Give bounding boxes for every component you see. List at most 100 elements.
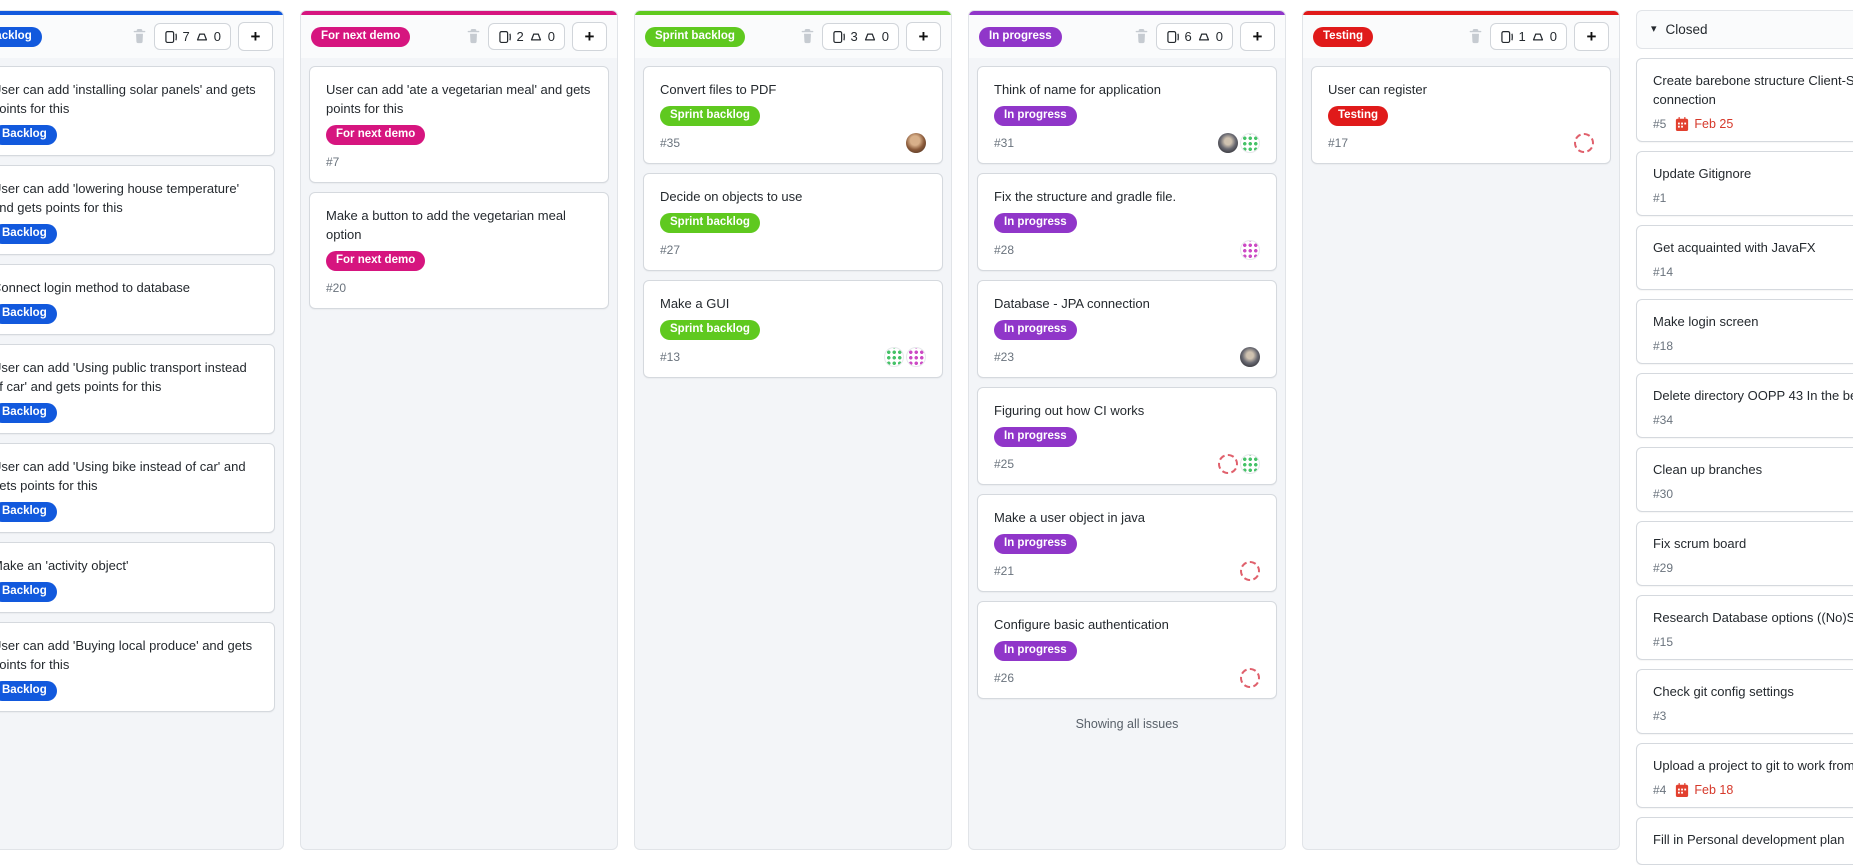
- card-label: In progress: [994, 534, 1077, 554]
- issue-card[interactable]: User can add 'Buying local produce' and …: [0, 622, 275, 712]
- due-date: Feb 25: [1675, 116, 1733, 131]
- card-meta: #14: [1653, 263, 1853, 280]
- issue-card[interactable]: Fix the structure and gradle file. In pr…: [977, 173, 1277, 271]
- trash-icon[interactable]: [1468, 29, 1483, 44]
- issue-number: #29: [1653, 560, 1674, 575]
- issue-number: #26: [994, 671, 1015, 685]
- loading-avatar-icon: [1240, 668, 1260, 688]
- column-accent-bar: [0, 11, 283, 15]
- card-meta: #15: [1653, 633, 1853, 650]
- issue-card[interactable]: User can add 'installing solar panels' a…: [0, 66, 275, 156]
- card-title: User can add 'lowering house temperature…: [0, 181, 240, 215]
- issue-card[interactable]: Decide on objects to use Sprint backlog …: [643, 173, 943, 271]
- closed-issue-card[interactable]: Fill in Personal development plan: [1636, 817, 1853, 865]
- issue-card[interactable]: User can add 'Using public transport ins…: [0, 344, 275, 434]
- card-meta: #23: [994, 347, 1260, 367]
- card-title: Update Gitignore: [1653, 166, 1752, 181]
- issue-number: #23: [994, 350, 1015, 364]
- showing-all-issues-text: Showing all issues: [1075, 717, 1179, 731]
- column-label: In progress: [979, 26, 1062, 47]
- card-label: Sprint backlog: [660, 213, 760, 233]
- issue-card[interactable]: Make a button to add the vegetarian meal…: [309, 192, 609, 309]
- add-card-button[interactable]: +: [238, 22, 273, 51]
- card-title: Think of name for application: [994, 82, 1161, 97]
- issue-count-icon: [164, 30, 177, 43]
- column-header: Backlog 7 0 +: [0, 15, 283, 58]
- closed-issue-card[interactable]: Check git config settings #3: [1636, 669, 1853, 734]
- issue-card[interactable]: Database - JPA connection In progress #2…: [977, 280, 1277, 378]
- assignee-avatars: [904, 133, 926, 153]
- issue-card[interactable]: Make a GUI Sprint backlog #13: [643, 280, 943, 378]
- column-body: User can add 'installing solar panels' a…: [0, 58, 283, 720]
- add-card-button[interactable]: +: [906, 22, 941, 51]
- issue-card[interactable]: Make a user object in java In progress #…: [977, 494, 1277, 592]
- closed-issue-card[interactable]: Create barebone structure Client-Server …: [1636, 58, 1853, 142]
- issue-number: #13: [660, 350, 681, 364]
- card-title: Make login screen: [1653, 314, 1759, 329]
- user-avatar: [906, 347, 926, 367]
- trash-icon[interactable]: [800, 29, 815, 44]
- closed-issue-card[interactable]: Upload a project to git to work from #4 …: [1636, 743, 1853, 808]
- trash-icon[interactable]: [1134, 29, 1149, 44]
- card-meta: #4 Feb 18: [1653, 781, 1853, 798]
- card-meta: #34: [1653, 411, 1853, 428]
- column-header: For next demo 2 0 +: [301, 15, 617, 58]
- assignee-avatars: [1238, 561, 1260, 581]
- column-counters: 3 0: [821, 23, 899, 50]
- column-body: Convert files to PDF Sprint backlog #35 …: [635, 58, 951, 386]
- closed-issue-card[interactable]: Fix scrum board #29: [1636, 521, 1853, 586]
- card-label: In progress: [994, 106, 1077, 126]
- closed-issue-card[interactable]: Delete directory OOPP 43 In the beginnin…: [1636, 373, 1853, 438]
- closed-column-header[interactable]: ▾ Closed: [1636, 10, 1853, 49]
- card-title: User can add 'Buying local produce' and …: [0, 638, 253, 672]
- assignee-avatars: [1572, 133, 1594, 153]
- due-date: Feb 18: [1675, 782, 1733, 797]
- user-avatar: [906, 133, 926, 153]
- closed-issue-card[interactable]: Update Gitignore #1: [1636, 151, 1853, 216]
- add-card-button[interactable]: +: [1574, 22, 1609, 51]
- issue-card[interactable]: Make an 'activity object' Backlog: [0, 542, 275, 613]
- user-avatar: [1240, 133, 1260, 153]
- card-meta: #30: [1653, 485, 1853, 502]
- issue-card[interactable]: Figuring out how CI works In progress #2…: [977, 387, 1277, 485]
- issue-count: 1: [1518, 29, 1526, 44]
- issue-card[interactable]: User can add 'ate a vegetarian meal' and…: [309, 66, 609, 183]
- closed-issue-card[interactable]: Make login screen #18: [1636, 299, 1853, 364]
- closed-issue-card[interactable]: Clean up branches #30: [1636, 447, 1853, 512]
- issue-number: #30: [1653, 486, 1674, 501]
- add-card-button[interactable]: +: [1240, 22, 1275, 51]
- issue-card[interactable]: Think of name for application In progres…: [977, 66, 1277, 164]
- card-title: Create barebone structure Client-Server …: [1653, 73, 1853, 107]
- column-body: User can add 'ate a vegetarian meal' and…: [301, 58, 617, 317]
- collapse-caret-icon: ▾: [1651, 23, 1657, 35]
- card-meta: #25: [994, 454, 1260, 474]
- issue-count-icon: [498, 30, 511, 43]
- card-title: Configure basic authentication: [994, 617, 1169, 632]
- trash-icon[interactable]: [132, 29, 147, 44]
- add-card-button[interactable]: +: [572, 22, 607, 51]
- issue-card[interactable]: Configure basic authentication In progre…: [977, 601, 1277, 699]
- user-avatar: [884, 347, 904, 367]
- card-meta: #20: [326, 278, 592, 298]
- card-label: Backlog: [0, 304, 57, 324]
- assignee-avatars: [1238, 347, 1260, 367]
- issue-number: #18: [1653, 338, 1674, 353]
- column-counters: 1 0: [1489, 23, 1567, 50]
- points-count-icon: [1532, 33, 1543, 40]
- card-title: Decide on objects to use: [660, 189, 803, 204]
- issue-card[interactable]: User can add 'lowering house temperature…: [0, 165, 275, 255]
- column-accent-bar: [301, 11, 617, 15]
- points-count: 0: [881, 29, 889, 44]
- points-count-icon: [1198, 33, 1209, 40]
- assignee-avatars: [1216, 454, 1260, 474]
- issue-card[interactable]: User can register Testing #17: [1311, 66, 1611, 164]
- trash-icon[interactable]: [466, 29, 481, 44]
- issue-number: #28: [994, 243, 1015, 257]
- issue-card[interactable]: Connect login method to database Backlog: [0, 264, 275, 335]
- closed-issue-card[interactable]: Get acquainted with JavaFX #14: [1636, 225, 1853, 290]
- card-title: Connect login method to database: [0, 280, 191, 295]
- issue-card[interactable]: User can add 'Using bike instead of car'…: [0, 443, 275, 533]
- issue-number: #3: [1653, 708, 1667, 723]
- closed-issue-card[interactable]: Research Database options ((No)SQL?) #15: [1636, 595, 1853, 660]
- issue-card[interactable]: Convert files to PDF Sprint backlog #35: [643, 66, 943, 164]
